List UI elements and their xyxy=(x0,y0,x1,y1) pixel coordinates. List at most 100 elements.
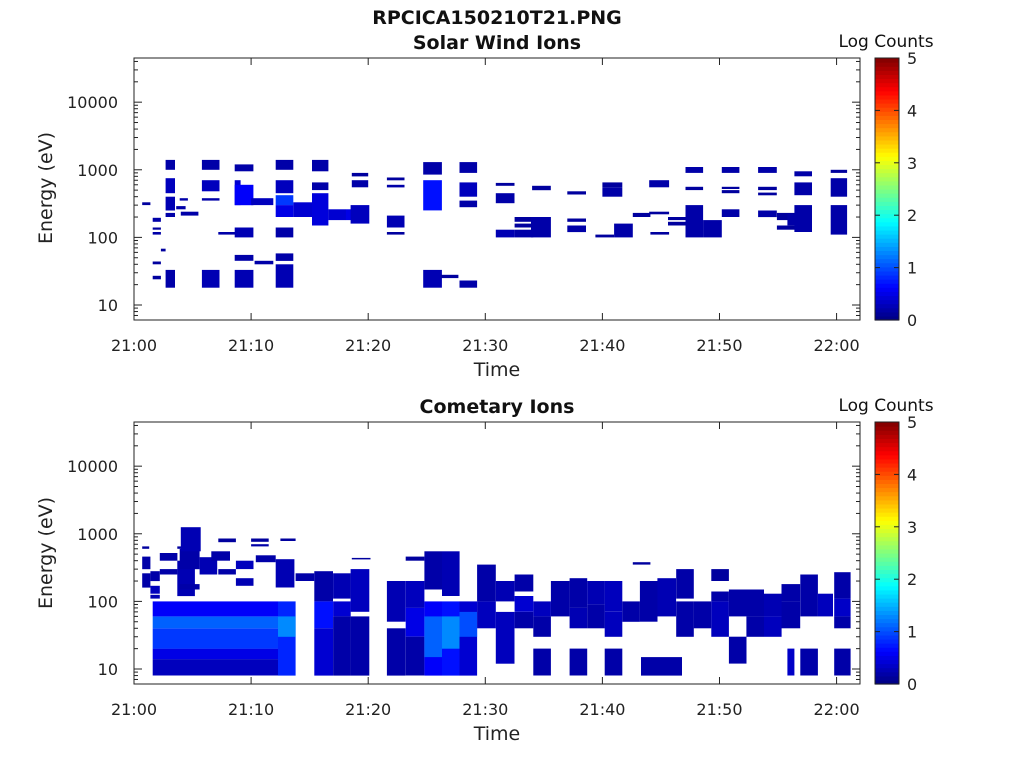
colorbar-segment xyxy=(875,651,899,656)
x-tick-label: 21:50 xyxy=(696,700,742,719)
heatmap-cells-cometary xyxy=(142,527,851,676)
colorbar-segment xyxy=(875,209,899,215)
heatmap-cell xyxy=(703,220,722,238)
colorbar-segment xyxy=(875,438,899,444)
colorbar-segment xyxy=(875,315,899,321)
colorbar-segment xyxy=(875,532,899,538)
heatmap-cell xyxy=(721,209,740,217)
colorbar-segment xyxy=(875,565,899,570)
heatmap-cell xyxy=(234,254,254,261)
heatmap-cell xyxy=(442,551,460,596)
colorbar-segment xyxy=(875,176,899,182)
colorbar-segment xyxy=(875,270,899,276)
heatmap-cell xyxy=(199,557,218,575)
heatmap-cell xyxy=(405,607,425,637)
heatmap-cell xyxy=(275,159,294,170)
colorbar-segment xyxy=(875,58,899,63)
y-tick-label: 10 xyxy=(98,660,118,679)
heatmap-cell xyxy=(314,601,333,629)
colorbar-segment xyxy=(875,283,899,288)
colorbar-segment xyxy=(875,561,899,566)
colorbar-segment xyxy=(875,266,899,272)
heatmap-cell xyxy=(275,205,294,217)
heatmap-cell xyxy=(632,212,651,217)
heatmap-cell xyxy=(333,573,351,599)
colorbar-segment xyxy=(875,164,899,170)
colorbar-tick-label: 2 xyxy=(907,570,917,589)
colorbar-segment xyxy=(875,78,899,84)
colorbar-segment xyxy=(875,238,899,243)
heatmap-cell xyxy=(550,581,570,617)
colorbar-segment xyxy=(875,610,899,615)
heatmap-cell xyxy=(787,648,795,676)
heatmap-cell xyxy=(254,260,274,265)
x-tick-label: 21:20 xyxy=(345,336,391,355)
heatmap-cell xyxy=(477,564,496,602)
heatmap-cell xyxy=(711,591,729,602)
heatmap-cell xyxy=(721,186,740,189)
heatmap-cell xyxy=(235,560,254,570)
heatmap-cell xyxy=(495,229,515,238)
colorbar-segment xyxy=(875,573,899,579)
heatmap-cell xyxy=(405,636,425,676)
x-tick-label: 21:00 xyxy=(111,336,157,355)
colorbar-segment xyxy=(875,593,899,599)
y-tick-label: 100 xyxy=(87,228,118,247)
colorbar-segment xyxy=(875,512,899,517)
colorbar-segment xyxy=(875,544,899,550)
heatmap-cell xyxy=(639,581,658,622)
heatmap-cell xyxy=(423,180,442,211)
colorbar-segment xyxy=(875,127,899,133)
heatmap-cell xyxy=(587,604,605,629)
colorbar-segment xyxy=(875,123,899,129)
colorbar-segment xyxy=(875,516,899,521)
heatmap-cell xyxy=(514,223,534,228)
colorbar-segment xyxy=(875,258,899,264)
plot-frame xyxy=(133,421,861,685)
colorbar-frame xyxy=(874,421,900,685)
heatmap-cell xyxy=(794,171,812,177)
colorbar-segment xyxy=(875,242,899,247)
colorbar-segment xyxy=(875,659,899,665)
colorbar-segment xyxy=(875,201,899,206)
heatmap-cell xyxy=(459,162,478,173)
heatmap-cell xyxy=(386,184,405,188)
axes-cometary: 21:00 21:10 21:20 21:30 21:40 21:50 22:00 10 100… xyxy=(67,421,861,719)
colorbar-segment xyxy=(875,626,899,632)
heatmap-cell xyxy=(328,209,346,221)
heatmap-cell xyxy=(721,167,740,173)
heatmap-cell xyxy=(350,569,370,612)
heatmap-cell xyxy=(567,225,586,233)
colorbar-segment xyxy=(875,119,899,125)
colorbar-tick-label: 3 xyxy=(907,154,917,173)
heatmap-cell xyxy=(386,215,405,228)
y-tick-label: 1000 xyxy=(77,525,118,544)
heatmap-cell xyxy=(423,269,442,288)
heatmap-cell xyxy=(218,232,236,235)
heatmap-cell xyxy=(278,601,296,676)
heatmap-cell xyxy=(152,261,161,265)
heatmap-cell xyxy=(275,253,294,261)
heatmap-cell xyxy=(150,571,160,582)
colorbar-segment xyxy=(875,62,899,67)
heatmap-cell xyxy=(641,657,682,676)
colorbar-segment xyxy=(875,115,899,120)
heatmap-cell xyxy=(165,196,175,211)
colorbar-segment xyxy=(875,647,899,652)
colorbar-segment xyxy=(875,131,899,137)
heatmap-cell xyxy=(423,162,442,175)
colorbar-segment xyxy=(875,454,899,460)
heatmap-cell xyxy=(834,616,851,629)
heatmap-cell xyxy=(650,232,670,235)
heatmap-cell xyxy=(649,180,670,188)
colorbar-segment xyxy=(875,172,899,178)
heatmap-cell xyxy=(152,659,278,676)
heatmap-cell xyxy=(179,548,200,570)
x-tick-label: 21:40 xyxy=(579,336,625,355)
heatmap-cell xyxy=(794,182,812,196)
colorbar-tick-label: 5 xyxy=(907,49,917,68)
heatmap-cell xyxy=(587,581,605,605)
heatmap-cell xyxy=(152,227,161,230)
heatmap-cell xyxy=(405,581,425,608)
colorbar-segment xyxy=(875,279,899,284)
